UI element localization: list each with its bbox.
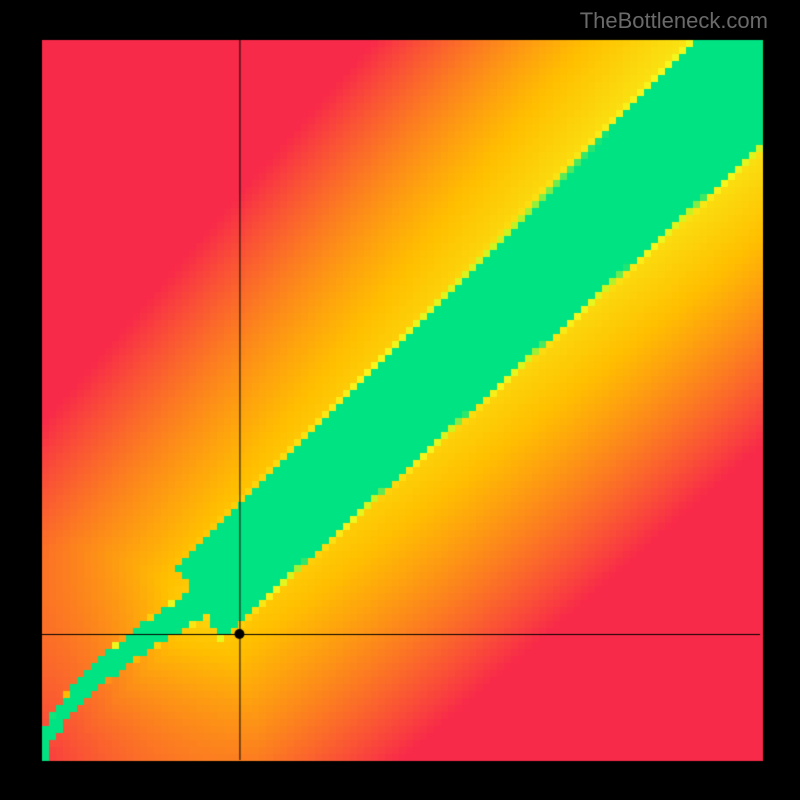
bottleneck-heatmap <box>0 0 800 800</box>
watermark-text: TheBottleneck.com <box>580 8 768 34</box>
chart-container: { "meta": { "watermark_text": "TheBottle… <box>0 0 800 800</box>
